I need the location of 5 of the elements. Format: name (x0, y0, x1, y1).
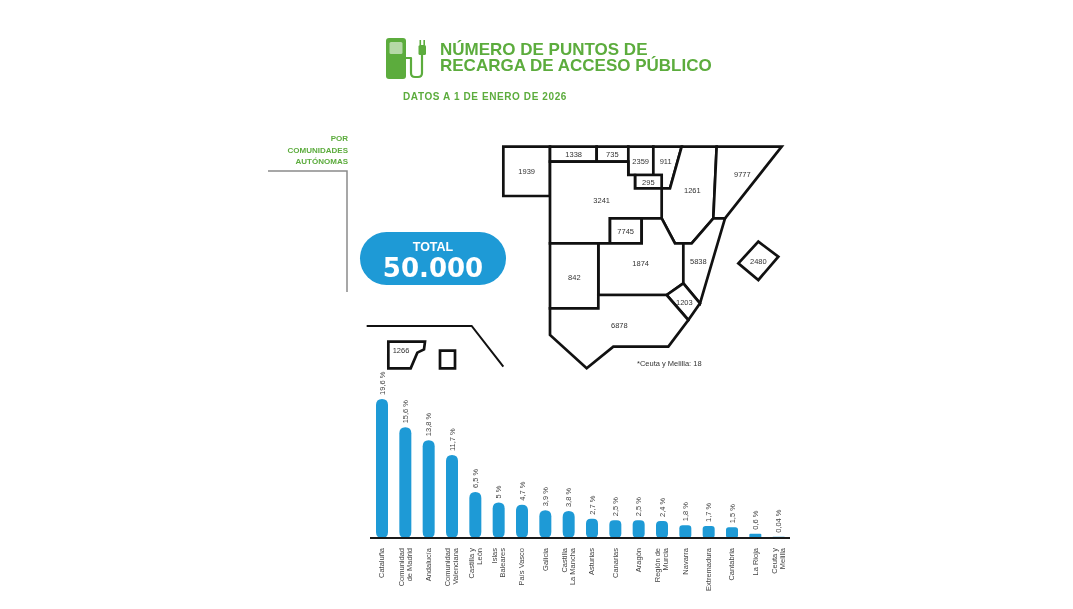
text: POR COMUNIDADES AUTÓNOMAS (287, 134, 349, 166)
text: 50.000 (382, 252, 484, 283)
text: NÚMERO DE PUNTOS DE RECARGA DE ACCESO PÚBLICO (440, 39, 712, 75)
text: TOTAL (412, 240, 454, 254)
text: DATOS A 1 DE ENERO DE 2026 (403, 91, 567, 102)
